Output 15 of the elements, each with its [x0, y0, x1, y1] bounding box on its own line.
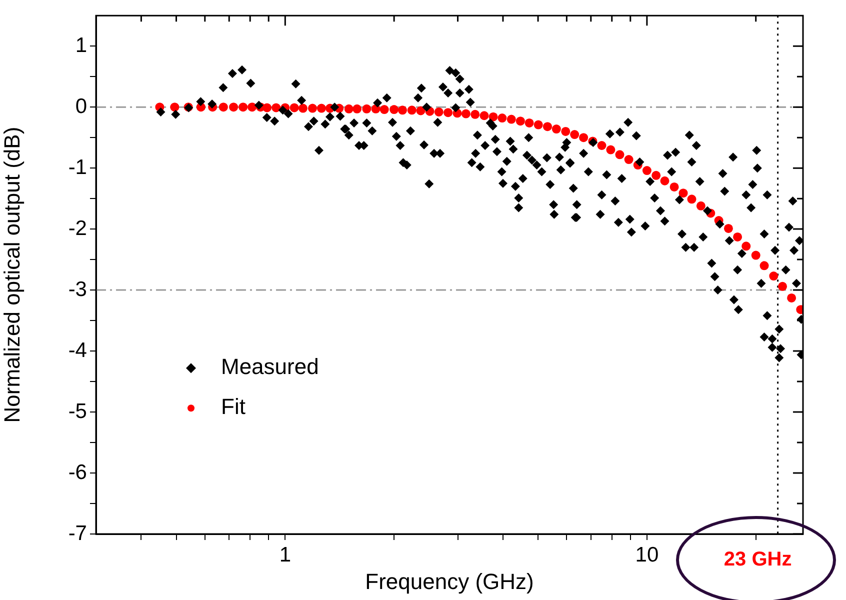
legend-label: Fit [221, 394, 246, 420]
x-axis-title: Frequency (GHz) [365, 568, 534, 594]
y-axis-title: Normalized optical output (dB) [0, 126, 24, 423]
y-tick-label: -4 [68, 338, 88, 362]
y-tick-label: 0 [75, 94, 87, 118]
y-tick-label: -3 [68, 278, 87, 301]
y-tick-label: -2 [68, 216, 87, 240]
y-tick-label: -6 [68, 460, 87, 484]
y-tick-label: 1 [75, 34, 87, 57]
y-tick-label: -5 [68, 400, 87, 423]
x-tick-label: 10 [635, 543, 659, 566]
legend-label: Measured [221, 354, 319, 380]
ref-line-label: 23 GHz [724, 548, 792, 571]
y-tick-label: -1 [68, 156, 87, 179]
y-tick-label: -7 [68, 522, 87, 545]
